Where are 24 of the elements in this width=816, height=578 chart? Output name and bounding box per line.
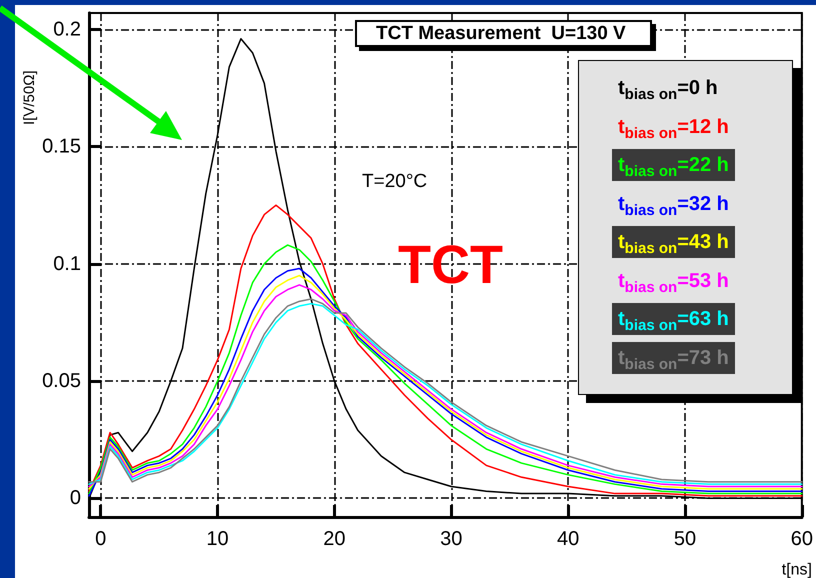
text: t$_{bias on}$=0 h (617, 76, 719, 104)
y-tick-label: 0.1 (53, 252, 81, 275)
text: t$_{bias on}$=73 h (612, 342, 735, 374)
text: t$_{bias on}$=32 h (617, 192, 730, 220)
y-tick-label: 0.15 (42, 136, 81, 158)
x-tick-label: 40 (557, 528, 580, 550)
x-tick-label: 0 (95, 528, 106, 550)
text: t$_{bias on}$=43 h (612, 226, 735, 258)
text: TCT Measurement U=130 V (376, 23, 626, 44)
text: t$_{bias on}$=53 h (617, 268, 730, 296)
x-tick-label: 20 (323, 528, 346, 550)
x-tick-label: 10 (206, 528, 229, 550)
annotation: T=20°C (362, 171, 428, 192)
y-axis-title: I[V/50Ω] (21, 70, 38, 125)
text: t$_{bias on}$=22 h (612, 149, 735, 181)
y-tick-label: 0 (70, 487, 81, 510)
x-tick-label: 30 (440, 528, 462, 550)
x-axis-title: t[ns] (782, 562, 812, 578)
x-tick-label: 60 (790, 528, 813, 550)
y-tick-label: 0.2 (53, 18, 81, 40)
y-tick-label: 0.05 (42, 370, 81, 392)
text: t$_{bias on}$=63 h (612, 303, 735, 335)
text: t$_{bias on}$=12 h (617, 114, 730, 142)
x-tick-label: 50 (674, 528, 696, 550)
